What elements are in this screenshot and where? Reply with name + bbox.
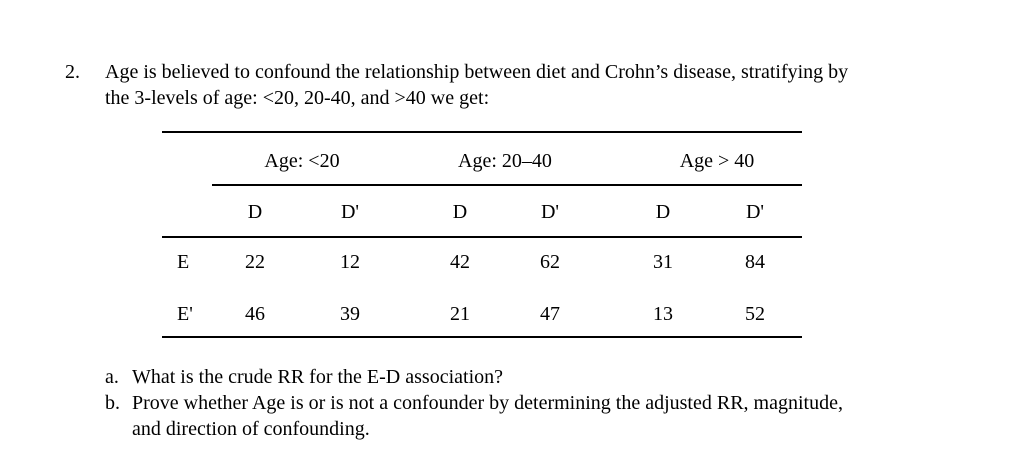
question-a-line-1: What is the crude RR for the E-D associa…: [132, 366, 503, 388]
table-cell: 47: [540, 303, 560, 325]
statement-line-2: the 3-levels of age: <20, 20-40, and >40…: [105, 87, 490, 109]
row-label-unexposed: E': [177, 303, 193, 325]
column-header-dprime1: D': [340, 201, 360, 223]
table-cell: 22: [245, 251, 265, 273]
table-rule-under-column-headers: [162, 236, 802, 238]
table-cell: 46: [245, 303, 265, 325]
table-cell: 12: [340, 251, 360, 273]
row-label-exposed: E: [177, 251, 190, 273]
question-a: a. What is the crude RR for the E-D asso…: [105, 364, 843, 390]
question-b-line-1: Prove whether Age is or is not a confoun…: [132, 392, 843, 414]
column-header-d3: D: [655, 201, 671, 223]
table-cell: 31: [653, 251, 673, 273]
table-rule-top: [162, 131, 802, 133]
column-header-d2: D: [452, 201, 468, 223]
table-cell: 39: [340, 303, 360, 325]
column-header-dprime3: D': [745, 201, 765, 223]
age-group-header-20-40: Age: 20–40: [458, 150, 552, 172]
question-b: b. Prove whether Age is or is not a conf…: [105, 390, 843, 442]
statement-line-1: Age is believed to confound the relation…: [105, 61, 849, 83]
problem-number: 2.: [65, 61, 80, 83]
column-header-d1: D: [247, 201, 263, 223]
table-cell: 21: [450, 303, 470, 325]
question-b-text: Prove whether Age is or is not a confoun…: [132, 390, 843, 442]
table-cell: 52: [745, 303, 765, 325]
question-b-line-2: and direction of confounding.: [132, 418, 370, 440]
stratified-table: Age: <20 Age: 20–40 Age > 40 D D' D D' D…: [162, 125, 802, 340]
table-cell: 84: [745, 251, 765, 273]
question-a-text: What is the crude RR for the E-D associa…: [132, 364, 503, 390]
age-group-header-under20: Age: <20: [264, 150, 340, 172]
table-cell: 62: [540, 251, 560, 273]
column-header-dprime2: D': [540, 201, 560, 223]
table-cell: 13: [653, 303, 673, 325]
question-list: a. What is the crude RR for the E-D asso…: [105, 364, 843, 442]
question-a-marker: a.: [105, 366, 119, 388]
table-cell: 42: [450, 251, 470, 273]
table-rule-bottom: [162, 336, 802, 338]
problem-statement: Age is believed to confound the relation…: [105, 59, 848, 111]
table-rule-under-age-headers: [212, 184, 802, 186]
question-b-marker: b.: [105, 392, 120, 414]
age-group-header-over40: Age > 40: [679, 150, 755, 172]
